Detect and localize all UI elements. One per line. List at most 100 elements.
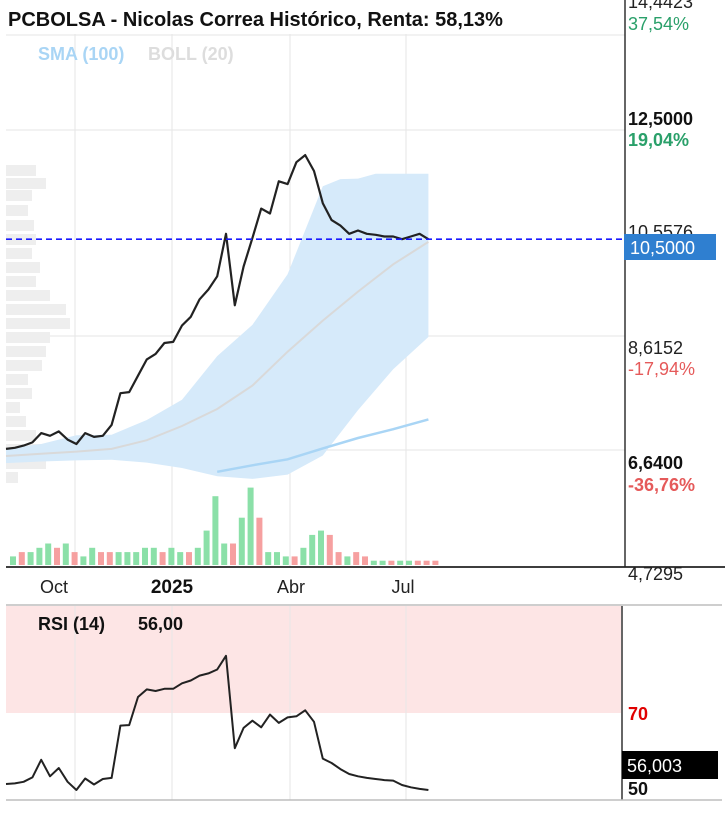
volume-profile-bar [6, 248, 32, 259]
volume-bar [45, 543, 52, 565]
chart-title: PCBOLSA - Nicolas Correa Histórico, Rent… [8, 9, 503, 31]
volume-profile-bar [6, 430, 36, 441]
volume-bar [54, 547, 60, 565]
volume-bar [406, 560, 412, 565]
volume-profile-bar [6, 190, 32, 201]
volume-bar [115, 552, 122, 565]
volume-profile-bar [6, 276, 36, 287]
axis-level4-price: 6,6400 [628, 453, 683, 473]
volume-bar [362, 556, 368, 565]
axis-level1-price: 12,5000 [628, 109, 693, 129]
volume-bar [230, 543, 236, 565]
x-label-abr: Abr [277, 577, 305, 597]
volume-bar [309, 534, 316, 565]
volume-bar [124, 552, 131, 565]
volume-bar [18, 552, 25, 565]
bollinger-middle-line [5, 241, 429, 457]
title-background [0, 0, 620, 34]
x-label-2025: 2025 [151, 577, 194, 598]
axis-level1-pct: 19,04% [628, 130, 689, 150]
bollinger-band-fill [6, 173, 429, 479]
rsi-label: RSI (14) [38, 614, 105, 634]
rsi-line [5, 654, 429, 791]
volume-profile-bar [6, 416, 26, 427]
axis-level4-pct: -36,76% [628, 475, 695, 495]
x-label-jul: Jul [391, 577, 414, 597]
volume-bar [159, 552, 166, 565]
volume-bar [256, 517, 263, 565]
volume-bar [27, 552, 34, 565]
volume-bar [168, 547, 175, 565]
volume-profile-bar [6, 165, 36, 176]
volume-bar [379, 560, 386, 565]
volume-bar [291, 556, 298, 565]
axis-top-pct: 37,54% [628, 14, 689, 34]
x-axis-background [0, 569, 625, 603]
volume-bar [247, 487, 254, 565]
volume-bar [194, 547, 201, 565]
volume-profile-bar [6, 318, 70, 329]
volume-bar [318, 530, 324, 565]
current-price-box [624, 234, 716, 260]
volume-bar [133, 552, 140, 565]
volume-bar [282, 556, 289, 565]
volume-profile-bar [6, 388, 32, 399]
volume-bar [344, 556, 351, 565]
axis-level3-pct: -17,94% [628, 359, 695, 379]
volume-bar [274, 552, 280, 565]
rsi-grid [74, 606, 407, 800]
volume-bar [186, 552, 192, 565]
volume-bar [80, 556, 87, 565]
volume-profile-bar [6, 178, 46, 189]
axis-top-price: 14,4423 [628, 0, 693, 12]
volume-bar [150, 547, 157, 565]
sma-legend: SMA (100) [38, 44, 124, 64]
volume-profile-bar [6, 262, 40, 273]
volume-bar [300, 547, 307, 565]
volume-bar [142, 547, 148, 565]
current-price-label: 10,5000 [630, 238, 695, 258]
rsi-level-70: 70 [628, 704, 648, 724]
rsi-current-label: 56,003 [627, 756, 682, 776]
volume-bar [36, 547, 43, 565]
volume-bar [353, 552, 360, 565]
volume-bar [203, 530, 210, 565]
axis-level3-price: 8,6152 [628, 338, 683, 358]
volume-bar [423, 560, 430, 565]
volume-profile-bar [6, 332, 50, 343]
boll-legend: BOLL (20) [148, 44, 234, 64]
volume-bar [335, 552, 342, 565]
volume-profile-bar [6, 402, 20, 413]
volume-profile-bar [6, 346, 46, 357]
volume-bars [10, 487, 439, 565]
volume-bar [388, 560, 395, 565]
axis-bottom-price: 4,7295 [628, 564, 683, 584]
volume-bar [98, 552, 104, 565]
volume-bar [397, 560, 404, 565]
rsi-bottom-label: 50 [628, 779, 648, 799]
volume-profile-bar [6, 220, 34, 231]
volume-profile-bar [6, 472, 18, 483]
volume-bar [221, 543, 228, 565]
volume-bar [106, 552, 113, 565]
volume-profile-bar [6, 360, 42, 371]
volume-profile-bar [6, 458, 46, 469]
volume-profile-bar [6, 374, 28, 385]
volume-bar [326, 534, 333, 565]
volume-bar [265, 552, 272, 565]
price-line [5, 154, 429, 450]
volume-bar [62, 543, 69, 565]
volume-bar [414, 560, 421, 565]
x-label-oct: Oct [40, 577, 68, 597]
volume-bar [10, 556, 16, 565]
volume-profile-bar [6, 304, 66, 315]
volume-bar [177, 552, 184, 565]
volume-bar [238, 517, 245, 565]
rsi-value: 56,00 [138, 614, 183, 634]
volume-profile-bar [6, 290, 50, 301]
volume-bar [212, 496, 219, 565]
volume-bar [71, 552, 78, 565]
sma-line [216, 418, 429, 474]
